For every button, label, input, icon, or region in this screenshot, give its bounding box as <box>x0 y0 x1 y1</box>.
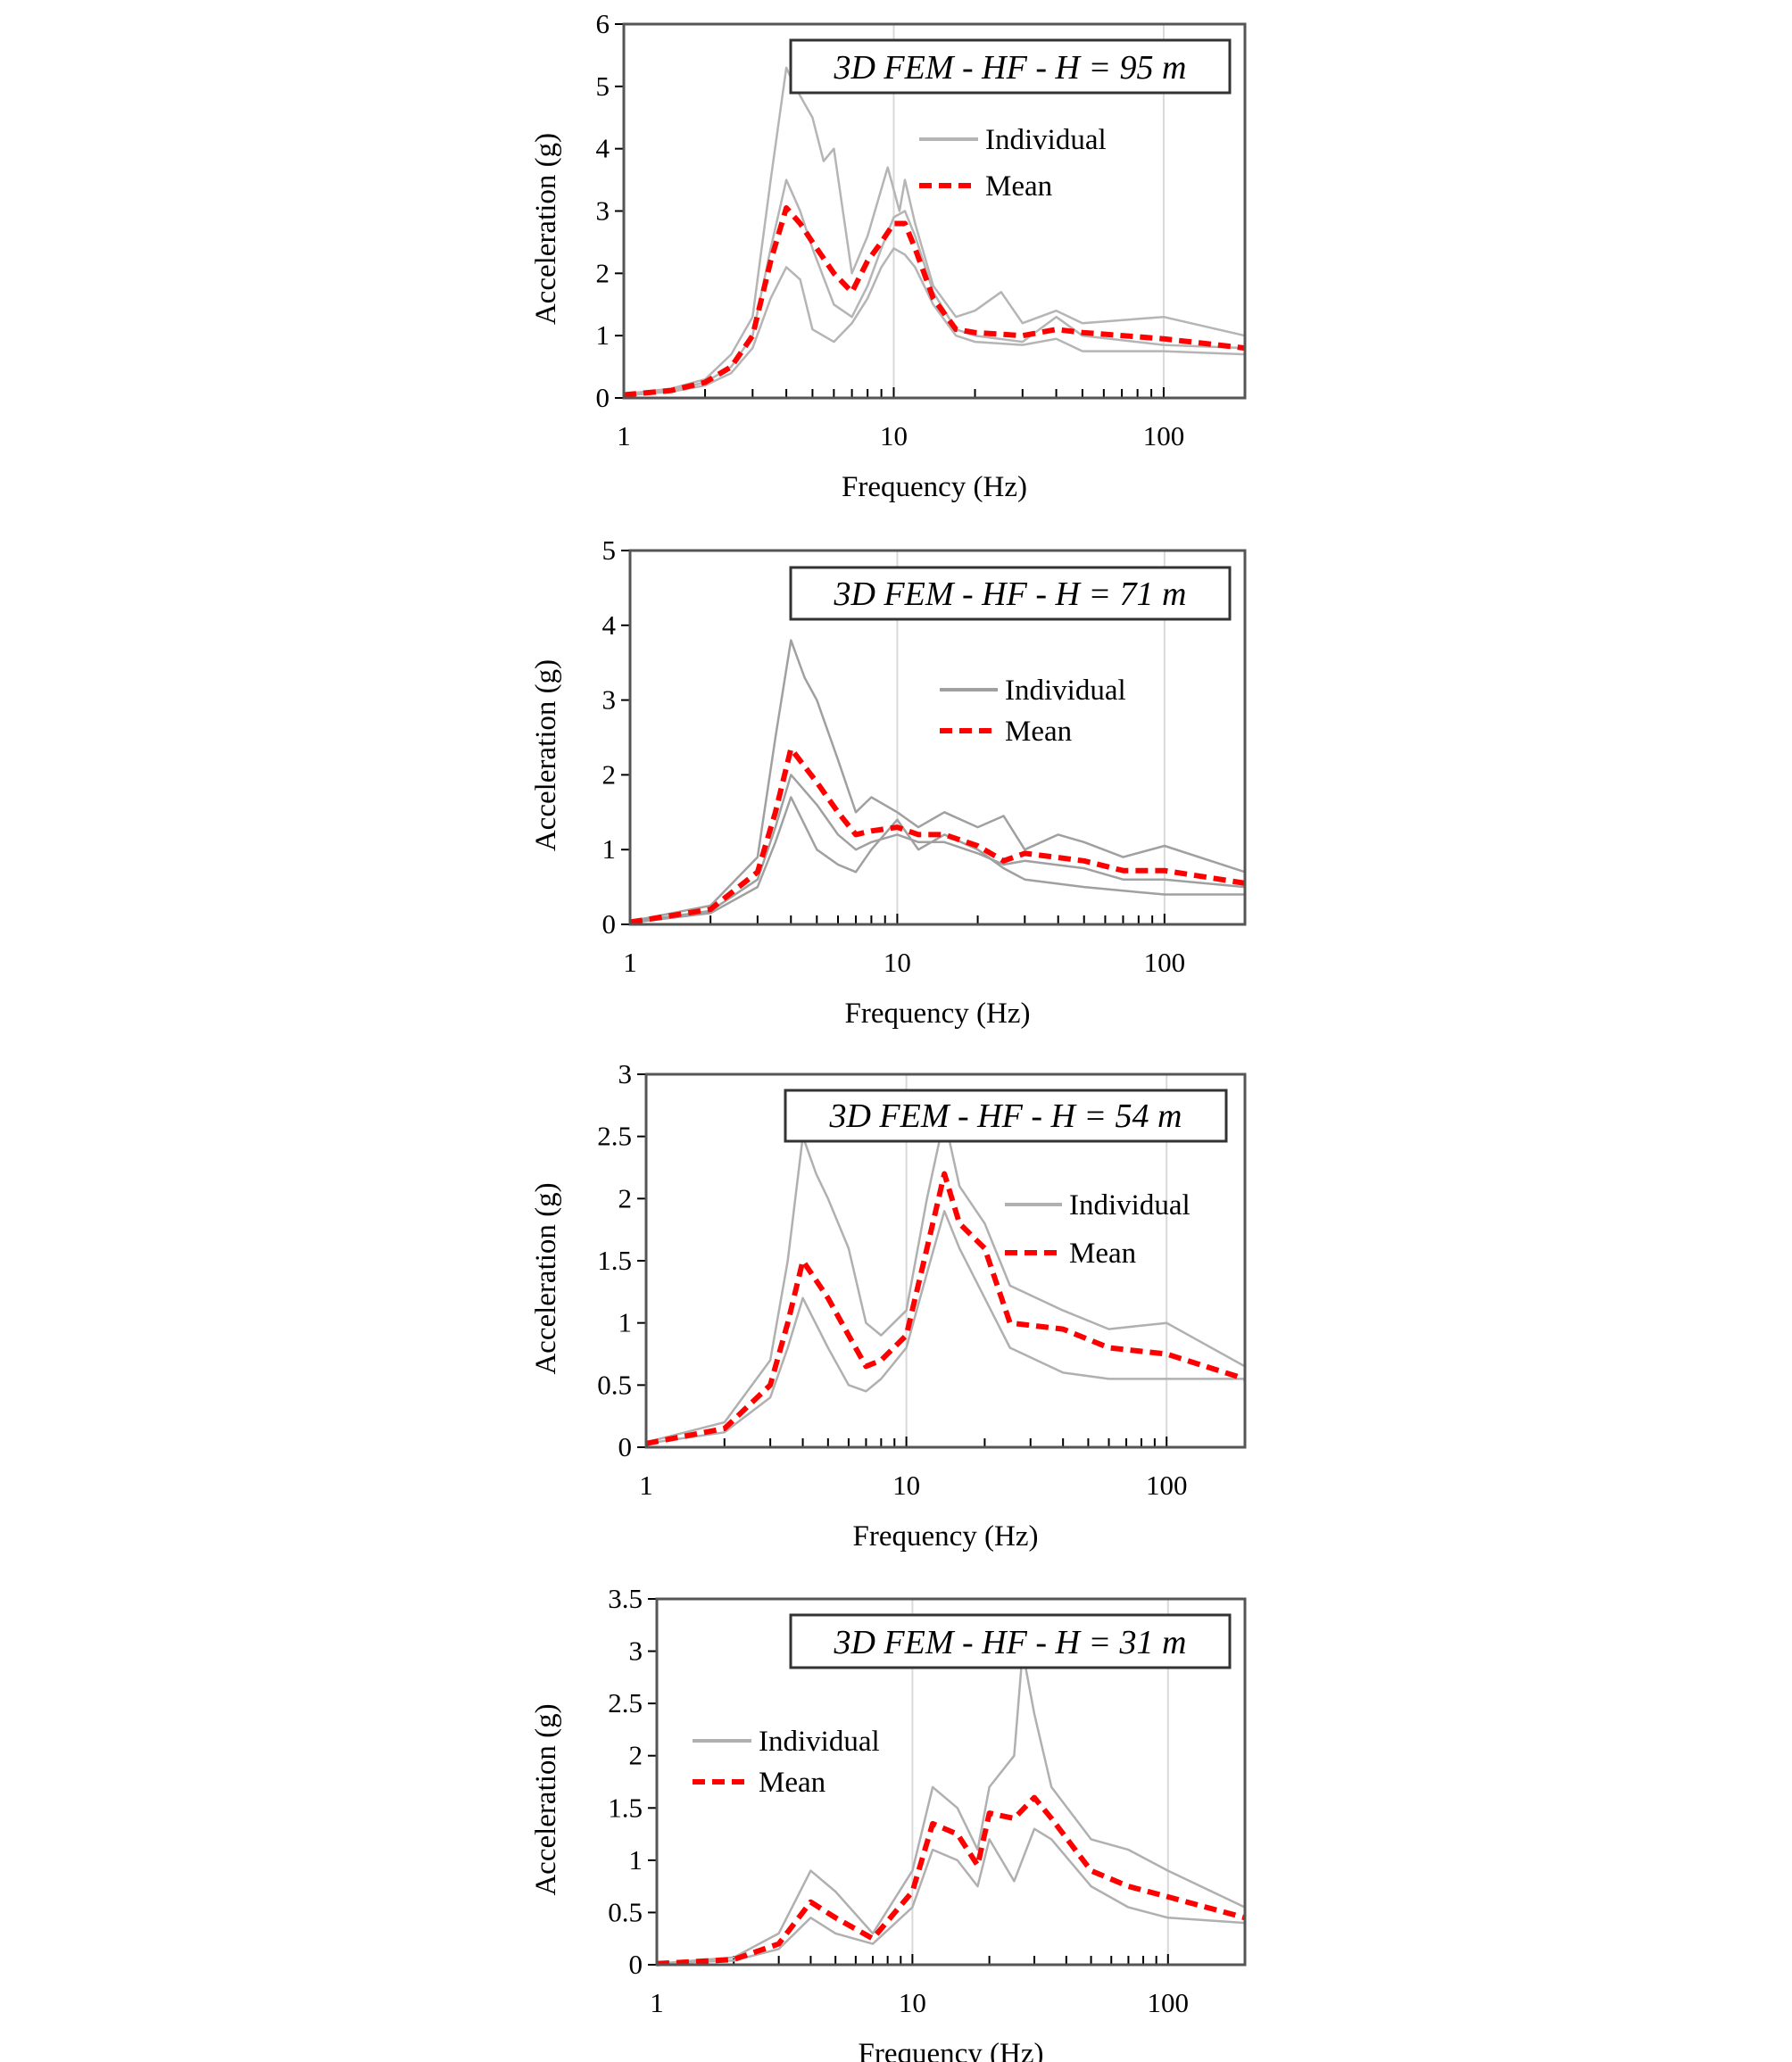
y-tick-label: 2 <box>602 758 617 790</box>
mean-series-line <box>656 1794 1246 1967</box>
y-tick-label: 0 <box>629 1949 643 1980</box>
title-box <box>784 1089 1228 1143</box>
individual-series-line <box>656 1650 1246 1966</box>
chart-title: 3D FEM - HF - H = 31 m <box>833 1624 1186 1661</box>
title-box <box>789 38 1232 95</box>
x-tick-label: 100 <box>1144 947 1186 978</box>
x-tick-label: 1 <box>639 1470 653 1501</box>
mean-series-line <box>623 205 1246 398</box>
plot-frame <box>622 22 1247 400</box>
x-tick-label: 1 <box>650 1987 664 2018</box>
y-tick-label: 4 <box>602 609 617 641</box>
x-tick-label: 10 <box>884 947 911 978</box>
individual-series-line <box>623 66 1246 396</box>
individual-series-line <box>629 639 1246 923</box>
individual-series-line <box>645 1210 1245 1445</box>
plot-frame <box>655 1597 1247 1967</box>
chart-title: 3D FEM - HF - H = 54 m <box>828 1097 1182 1135</box>
legend-individual-label: Individual <box>1069 1189 1191 1221</box>
x-axis-title: Frequency (Hz) <box>853 1520 1039 1553</box>
legend-individual-label: Individual <box>1005 675 1126 707</box>
individual-series-line <box>656 1827 1246 1966</box>
individual-series-line <box>629 774 1246 923</box>
legend-mean-label: Mean <box>759 1767 825 1799</box>
y-tick-label: 0.5 <box>597 1369 632 1400</box>
x-tick-label: 100 <box>1146 1470 1188 1501</box>
y-tick-label: 1 <box>596 319 610 351</box>
x-tick-label: 10 <box>880 420 908 451</box>
legend-mean-label: Mean <box>1005 716 1072 748</box>
legend-individual-label: Individual <box>985 124 1107 156</box>
y-tick-label: 3 <box>629 1636 643 1667</box>
y-tick-label: 2 <box>596 257 610 288</box>
chart-panel-4: 0 0.5 1 1.5 2 2.5 3 3.5 1 10 100 3D FEM - HF - H = … <box>530 1583 1247 2062</box>
y-tick-label: 5 <box>602 534 617 566</box>
chart-title: 3D FEM - HF - H = 71 m <box>833 576 1186 613</box>
y-tick-label: 3 <box>618 1058 633 1089</box>
y-tick-label: 1 <box>602 833 617 865</box>
legend-individual-label: Individual <box>759 1726 880 1758</box>
y-axis-title: Acceleration (g) <box>530 1703 562 1895</box>
legend-mean-label: Mean <box>1069 1238 1136 1270</box>
x-axis-title: Frequency (Hz) <box>845 998 1031 1030</box>
y-axis-title: Acceleration (g) <box>530 1182 562 1374</box>
y-axis-title: Acceleration (g) <box>530 133 562 325</box>
y-tick-label: 2 <box>618 1182 633 1213</box>
individual-series-line <box>645 1116 1246 1444</box>
title-box <box>789 566 1232 621</box>
x-tick-label: 10 <box>899 1987 926 2018</box>
chart-title: 3D FEM - HF - H = 95 m <box>833 49 1186 87</box>
x-tick-label: 1 <box>617 420 631 451</box>
mean-series-line <box>629 746 1246 925</box>
x-tick-label: 1 <box>623 947 637 978</box>
y-tick-label: 5 <box>596 70 610 102</box>
y-tick-label: 3 <box>602 684 617 716</box>
y-tick-label: 2 <box>629 1740 643 1771</box>
y-tick-label: 3 <box>596 195 610 227</box>
individual-series-line <box>629 796 1245 924</box>
x-tick-label: 100 <box>1143 420 1185 451</box>
y-tick-label: 0 <box>602 908 617 940</box>
y-tick-label: 0.5 <box>608 1896 643 1927</box>
x-tick-label: 10 <box>892 1470 920 1501</box>
y-tick-label: 0 <box>596 382 610 413</box>
y-tick-label: 1 <box>618 1307 633 1338</box>
y-tick-label: 4 <box>596 133 610 164</box>
title-box <box>789 1613 1232 1669</box>
plot-frame <box>644 1072 1247 1449</box>
y-tick-label: 2.5 <box>608 1687 643 1718</box>
x-axis-title: Frequency (Hz) <box>842 471 1027 503</box>
y-tick-label: 2.5 <box>597 1121 632 1152</box>
legend-mean-label: Mean <box>985 170 1052 203</box>
x-axis-title: Frequency (Hz) <box>859 2038 1044 2062</box>
mean-series-line <box>645 1171 1246 1446</box>
chart-panel-3: 0 0.5 1 1.5 2 2.5 3 1 10 100 3D FEM - HF - H = 54 … <box>530 1058 1247 1553</box>
y-axis-title: Acceleration (g) <box>530 659 562 851</box>
individual-series-line <box>623 247 1246 397</box>
y-tick-label: 1 <box>629 1844 643 1876</box>
y-tick-label: 1.5 <box>608 1792 643 1823</box>
y-tick-label: 3.5 <box>608 1583 643 1614</box>
y-tick-label: 0 <box>618 1431 633 1462</box>
y-tick-label: 1.5 <box>597 1245 632 1276</box>
x-tick-label: 100 <box>1148 1987 1190 2018</box>
y-tick-label: 6 <box>596 8 610 39</box>
plot-frame <box>628 549 1247 926</box>
